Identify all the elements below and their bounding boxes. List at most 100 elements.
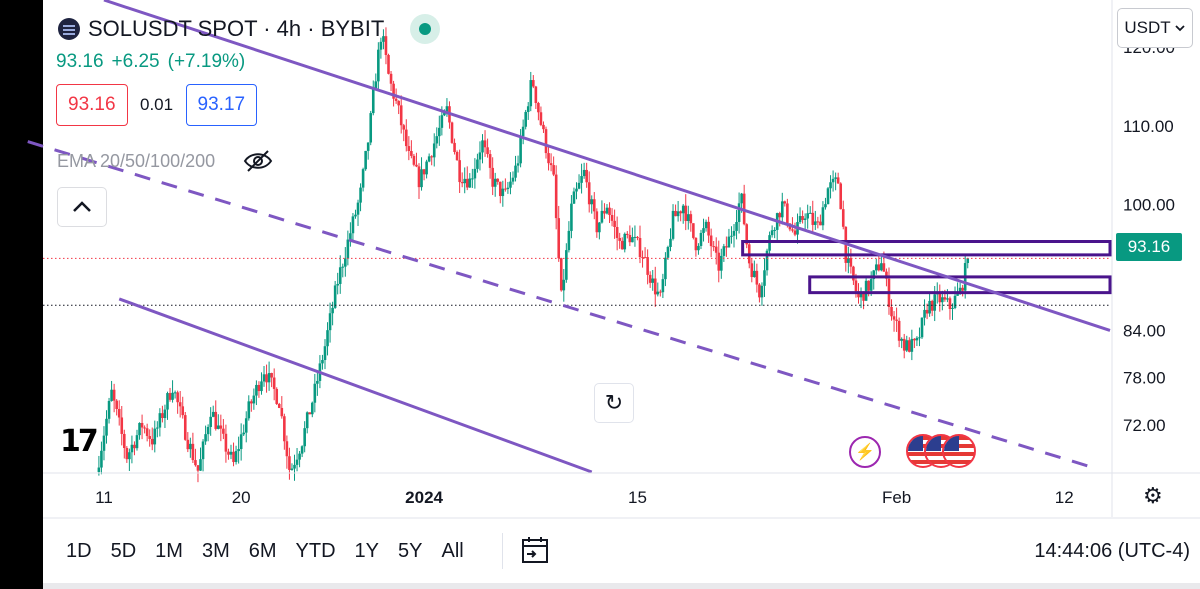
spread-value: 0.01 — [140, 95, 174, 114]
timeframe-5d[interactable]: 5D — [110, 540, 137, 562]
candle — [880, 254, 883, 272]
candle — [333, 280, 337, 309]
candle — [923, 299, 926, 326]
y-tick-label: 72.00 — [1123, 416, 1166, 435]
candle — [115, 399, 118, 416]
candle — [930, 299, 934, 317]
sell-button[interactable]: 93.16 — [56, 84, 128, 126]
candle — [359, 183, 362, 212]
candle — [648, 271, 652, 288]
candle — [158, 408, 162, 437]
candle — [145, 423, 149, 442]
us-flag-icon[interactable] — [942, 434, 976, 468]
symbol-header[interactable]: SOLUSDT SPOT · 4h · BYBIT — [58, 14, 441, 44]
candle — [257, 381, 261, 398]
candle — [453, 138, 456, 155]
timeframe-6m[interactable]: 6M — [248, 540, 277, 562]
candle — [488, 149, 492, 179]
economic-events[interactable] — [906, 434, 976, 468]
candle — [354, 209, 357, 219]
candle — [780, 192, 784, 225]
tradingview-logo-icon[interactable]: 17 — [60, 424, 99, 459]
candle — [519, 129, 522, 168]
zone-box — [741, 240, 1112, 257]
symbol-title[interactable]: SOLUSDT SPOT · 4h · BYBIT — [88, 16, 385, 41]
timeframe-all[interactable]: All — [441, 540, 464, 562]
candle — [328, 302, 332, 343]
indicator-legend[interactable]: EMA 20/50/100/200 — [57, 149, 273, 173]
candle — [778, 211, 782, 227]
candle — [659, 289, 662, 297]
candle — [308, 412, 312, 415]
timeframe-5y[interactable]: 5Y — [398, 540, 423, 562]
candle — [105, 410, 108, 444]
timeframe-1y[interactable]: 1Y — [354, 540, 380, 562]
candle — [915, 336, 919, 347]
candle — [742, 184, 746, 226]
candle — [793, 222, 797, 237]
candle — [692, 223, 695, 240]
candle — [199, 447, 202, 471]
candle — [326, 322, 329, 356]
candle — [798, 207, 802, 224]
candle — [219, 414, 223, 442]
candle — [374, 73, 378, 90]
candle — [689, 210, 693, 232]
candle — [773, 227, 776, 239]
candle — [305, 411, 309, 434]
candle — [229, 444, 233, 460]
candle — [554, 165, 558, 230]
candle — [310, 401, 314, 418]
candle — [468, 173, 472, 188]
candle — [338, 255, 342, 294]
candle — [234, 445, 238, 465]
timeframe-ytd[interactable]: YTD — [295, 540, 336, 562]
flash-icon[interactable]: ⚡ — [849, 436, 881, 468]
candle — [425, 159, 428, 179]
channel-line — [103, 0, 1111, 332]
buy-button[interactable]: 93.17 — [185, 84, 258, 126]
candle — [824, 197, 827, 210]
candle — [534, 85, 538, 109]
candle — [902, 333, 906, 359]
y-tick-label: 84.00 — [1123, 321, 1166, 340]
candle — [486, 138, 489, 158]
candle — [905, 335, 909, 353]
timeframe-3m[interactable]: 3M — [201, 540, 230, 562]
timeframe-1m[interactable]: 1M — [155, 540, 183, 562]
candle — [897, 317, 901, 348]
candle — [280, 396, 284, 419]
candle — [565, 243, 568, 283]
currency-select[interactable]: USDT — [1117, 8, 1193, 48]
reset-chart-button[interactable]: ↻ — [594, 383, 634, 423]
candle — [676, 200, 680, 222]
candle — [765, 248, 769, 276]
candle — [171, 380, 174, 403]
collapse-legend-button[interactable] — [57, 187, 107, 227]
candles-layer — [97, 27, 970, 483]
y-tick-label: 110.00 — [1123, 117, 1174, 136]
candle — [364, 150, 367, 171]
timeframe-1d[interactable]: 1D — [66, 540, 92, 562]
candle — [412, 153, 416, 167]
candle — [895, 307, 898, 332]
candle — [768, 231, 771, 257]
candle — [384, 27, 388, 65]
calendar-range-icon[interactable] — [519, 534, 551, 566]
candle — [402, 123, 406, 142]
hide-eye-icon[interactable] — [243, 149, 273, 173]
candle — [694, 237, 698, 257]
candle — [463, 167, 467, 194]
candle — [656, 282, 660, 297]
candle — [148, 429, 151, 447]
candle — [707, 216, 710, 243]
candle — [732, 224, 736, 248]
candle — [641, 250, 644, 268]
candle — [107, 397, 111, 424]
candle — [260, 372, 263, 395]
candle — [341, 263, 345, 278]
candle — [585, 162, 588, 188]
candle — [150, 427, 154, 451]
settings-gear-icon[interactable]: ⚙ — [1143, 483, 1163, 508]
